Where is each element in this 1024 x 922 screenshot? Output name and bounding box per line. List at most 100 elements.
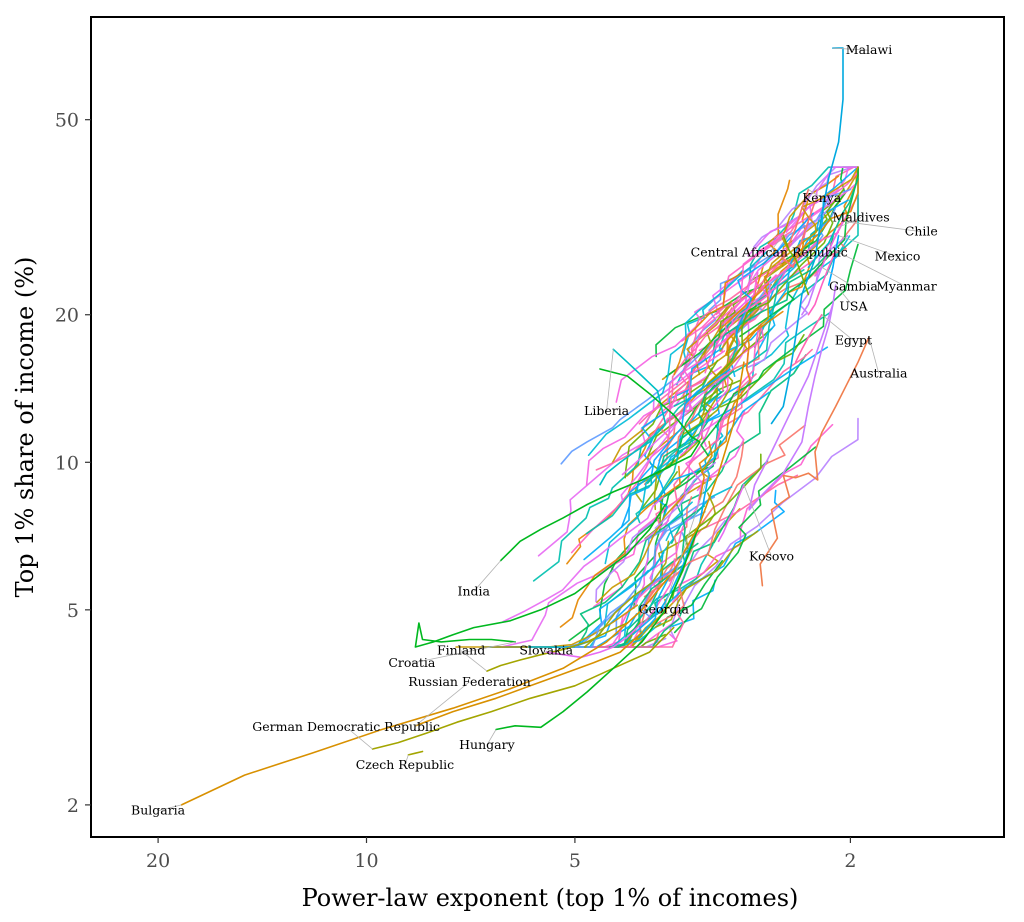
background-country-line <box>734 212 815 337</box>
y-tick-label: 20 <box>55 305 79 327</box>
series-line-croatia <box>414 503 667 648</box>
y-axis-ticks: 2 5 10 20 50 <box>55 110 91 817</box>
label-liberia: Liberia <box>584 403 630 418</box>
background-country-line <box>641 347 723 439</box>
background-country-line <box>650 584 685 628</box>
background-country-line <box>583 540 670 648</box>
background-country-line <box>670 354 807 544</box>
background-country-line <box>727 233 785 317</box>
background-country-line <box>665 486 733 542</box>
label-leader-line <box>832 47 870 51</box>
series-line-gambia <box>801 266 823 316</box>
series-line-czech-republic <box>407 750 424 756</box>
label-australia: Australia <box>849 365 908 380</box>
label-mexico: Mexico <box>875 249 921 264</box>
series-line-georgia <box>656 472 710 615</box>
label-leader-line <box>460 650 488 672</box>
y-tick-label: 2 <box>67 795 79 817</box>
background-country-line <box>576 503 683 648</box>
background-country-line <box>698 274 777 352</box>
label-leader-line <box>835 250 907 287</box>
background-country-line <box>658 377 709 462</box>
label-leader-line <box>808 189 822 199</box>
label-leader-line <box>842 221 922 233</box>
series-line-slovakia <box>545 622 643 659</box>
label-leader-line <box>345 726 373 750</box>
background-country-line <box>596 440 713 604</box>
series-line-bulgaria <box>180 361 745 806</box>
label-leader-line <box>606 349 614 411</box>
background-country-line <box>654 530 759 629</box>
background-country-line <box>696 300 733 376</box>
label-finland: Finland <box>437 643 485 658</box>
series-line-german-democratic-republic <box>371 626 675 750</box>
background-country-line <box>653 371 723 511</box>
label-slovakia: Slovakia <box>519 643 573 658</box>
background-country-line <box>673 307 756 407</box>
label-india: India <box>458 583 491 598</box>
background-country-line <box>767 166 859 314</box>
series-line-liberia <box>599 348 667 486</box>
label-leader-line <box>743 484 772 557</box>
background-country-line <box>638 257 789 425</box>
background-country-line <box>649 453 703 603</box>
label-central-african-republic: Central African Republic <box>691 244 848 259</box>
label-leader-line <box>768 235 784 253</box>
background-country-line <box>636 543 714 622</box>
x-axis-ticks: 20 10 5 2 <box>146 837 856 872</box>
series-line-myanmar <box>807 250 837 316</box>
label-russian-federation: Russian Federation <box>408 674 531 689</box>
label-leader-line <box>821 266 854 287</box>
background-country-line <box>595 518 657 603</box>
label-leader-line <box>838 235 898 257</box>
series-line-central-african-republic <box>782 234 810 296</box>
label-leader-line <box>404 754 409 765</box>
background-country-line <box>656 391 771 525</box>
background-country-line <box>753 166 859 349</box>
background-country-line <box>608 505 706 648</box>
background-country-line <box>615 528 666 634</box>
label-leader-line <box>821 314 854 341</box>
background-country-line <box>679 370 734 441</box>
label-german-democratic-republic: German Democratic Republic <box>252 719 440 734</box>
series-line-chile <box>814 220 844 277</box>
background-country-line <box>682 417 859 609</box>
background-country-line <box>662 559 724 627</box>
background-country-line <box>559 465 681 628</box>
label-leader-line <box>486 729 497 746</box>
series-line-australia <box>759 336 870 587</box>
label-leader-line <box>157 804 182 812</box>
label-leader-line <box>415 681 470 727</box>
label-czech-republic: Czech Republic <box>356 757 454 772</box>
background-country-line <box>620 368 731 529</box>
label-maldives: Maldives <box>833 209 890 224</box>
background-country-line <box>585 271 759 486</box>
background-country-line <box>532 367 713 582</box>
background-country-line <box>704 231 840 374</box>
background-country-line <box>502 496 664 623</box>
y-tick-label: 5 <box>67 600 79 622</box>
series-line-malawi <box>770 47 844 425</box>
background-country-line <box>624 359 719 479</box>
label-usa: USA <box>839 299 868 314</box>
labeled-series-group <box>180 47 870 806</box>
background-country-line <box>640 510 706 618</box>
label-leader-line <box>663 473 710 610</box>
label-chile: Chile <box>905 224 938 239</box>
background-country-line <box>698 310 784 501</box>
background-country-line <box>595 311 740 471</box>
series-line-egypt <box>794 313 823 364</box>
background-country-line <box>672 423 834 603</box>
label-kenya: Kenya <box>802 190 842 205</box>
series-line-maldives <box>807 227 837 269</box>
label-leader-line <box>835 217 862 229</box>
background-country-line <box>713 221 810 351</box>
background-country-line <box>700 243 859 457</box>
label-georgia: Georgia <box>639 601 690 616</box>
x-tick-label: 2 <box>844 850 856 872</box>
x-tick-label: 20 <box>146 850 170 872</box>
background-country-line <box>682 230 781 375</box>
x-tick-label: 10 <box>354 850 378 872</box>
background-country-line <box>703 196 808 392</box>
